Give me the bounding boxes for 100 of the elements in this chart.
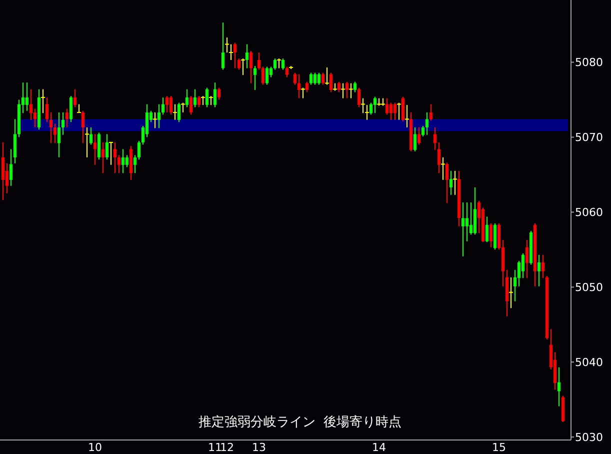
x-tick-label: 14 (372, 441, 386, 454)
candlestick (98, 132, 100, 160)
candlestick (186, 88, 188, 108)
y-tick-label: 5060 (575, 206, 603, 219)
candlestick (138, 140, 140, 160)
y-tick-label: 5030 (575, 430, 603, 444)
y-tick-label: 5040 (575, 356, 603, 369)
candlestick (262, 66, 264, 86)
candlestick (402, 96, 404, 122)
candlestick (246, 44, 248, 69)
candlestick (106, 134, 108, 160)
candlestick (250, 50, 252, 84)
candlestick (282, 58, 284, 70)
candlestick (490, 222, 492, 248)
candlestick (54, 123, 56, 144)
candlestick (414, 126, 416, 152)
candlestick (418, 126, 420, 146)
candlestick (134, 154, 136, 174)
candlestick (274, 58, 276, 70)
candlestick (170, 95, 172, 116)
x-tick-label: 12 (220, 441, 234, 454)
candlestick (58, 112, 60, 158)
candlestick (558, 366, 560, 407)
candlestick (438, 142, 440, 174)
candlestick (178, 102, 180, 123)
candlestick (34, 108, 36, 128)
candlestick (90, 126, 92, 146)
candlestick (430, 104, 432, 122)
candlestick (542, 254, 544, 279)
candlestick (26, 82, 28, 112)
candlestick (434, 126, 436, 150)
candlestick (94, 134, 96, 166)
candlestick (122, 148, 124, 174)
candlestick (526, 239, 528, 279)
candlestick (470, 202, 472, 236)
y-tick-label: 5070 (575, 131, 603, 144)
candlestick (486, 216, 488, 243)
candlestick (214, 82, 216, 108)
candlestick (370, 102, 372, 116)
candlestick (162, 96, 164, 116)
candlestick (562, 395, 564, 423)
candlestick (190, 95, 192, 116)
candlestick (446, 162, 448, 204)
candlestick (114, 142, 116, 174)
x-tick-label: 11 (208, 441, 222, 454)
candlestick (538, 254, 540, 287)
candlestick (286, 66, 288, 78)
candlestick (330, 72, 332, 93)
candlestick (222, 22, 224, 70)
candlestick (462, 202, 464, 257)
candlestick (506, 269, 508, 317)
candlestick (254, 65, 256, 90)
candlestick (450, 170, 452, 196)
candlestick (66, 108, 68, 128)
candlestick (82, 110, 84, 144)
candlestick (70, 95, 72, 123)
candlestick (386, 98, 388, 116)
candlestick (346, 81, 348, 99)
candlestick (294, 72, 296, 86)
candlestick (206, 87, 208, 108)
candlestick (358, 87, 360, 108)
candlestick (426, 112, 428, 136)
candlestick (10, 148, 12, 186)
candlestick (318, 72, 320, 86)
candlestick (422, 125, 424, 137)
candlestick (102, 142, 104, 174)
candlestick (46, 96, 48, 123)
candlestick (126, 154, 128, 168)
candlestick (310, 72, 312, 86)
candlestick (266, 66, 268, 86)
candlestick (198, 95, 200, 108)
candlestick (354, 81, 356, 93)
candlestick (158, 104, 160, 129)
candlestick (522, 252, 524, 279)
candlestick (474, 186, 476, 236)
candlestick (194, 88, 196, 108)
x-tick-label: 10 (88, 441, 102, 454)
candlestick (130, 146, 132, 180)
y-tick-label: 5050 (575, 280, 603, 294)
candlestick (14, 118, 16, 164)
candlestick (306, 81, 308, 93)
candlestick (50, 112, 52, 144)
candlestick (30, 88, 32, 120)
x-tick-label: 15 (492, 441, 506, 454)
candlestick (374, 96, 376, 114)
candlestick (466, 202, 468, 242)
candlestick (74, 88, 76, 108)
candlestick (218, 87, 220, 100)
candlestick (390, 102, 392, 120)
candlestick (62, 112, 64, 136)
candlestick (234, 42, 236, 69)
candlestick (322, 72, 324, 86)
candlestick (394, 102, 396, 120)
candlestick (314, 72, 316, 86)
y-tick-label: 5080 (575, 56, 603, 70)
candlestick (494, 222, 496, 250)
candlestick (338, 81, 340, 93)
x-tick-label: 13 (252, 441, 266, 454)
candlestick (166, 95, 168, 113)
annotation: 推定強弱分岐ライン 後場寄り時点 (198, 414, 402, 430)
